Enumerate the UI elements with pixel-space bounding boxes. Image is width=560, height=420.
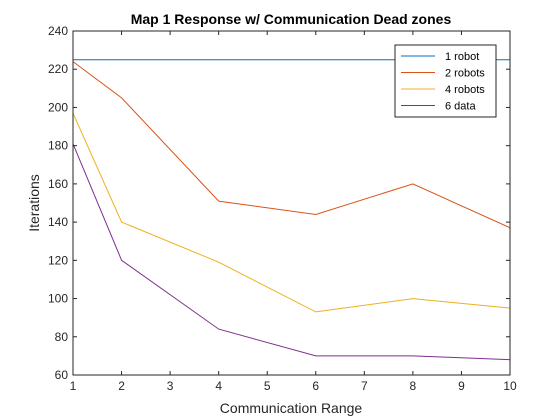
legend-label-2: 2 robots	[445, 68, 485, 80]
y-tick-label: 60	[55, 368, 69, 382]
chart-title: Map 1 Response w/ Communication Dead zon…	[131, 11, 452, 27]
legend: 1 robot 2 robots 4 robots 6 data	[394, 44, 497, 118]
series-line-3	[72, 112, 511, 313]
y-tick-label: 200	[48, 100, 68, 114]
x-tick-label: 2	[118, 379, 125, 393]
y-tick-label: 220	[48, 62, 68, 76]
axes-box	[72, 30, 511, 376]
x-tick-label: 1	[70, 379, 77, 393]
x-tick-label: 7	[361, 379, 368, 393]
x-tick-label: 9	[458, 379, 465, 393]
legend-label-4: 6 data	[445, 101, 476, 113]
y-tick-label: 120	[48, 253, 68, 267]
series-line-2	[72, 61, 511, 229]
y-axis-label: Iterations	[26, 174, 42, 232]
y-tick-label: 80	[55, 330, 69, 344]
y-tick-label: 240	[48, 24, 68, 38]
x-tick-label: 8	[410, 379, 417, 393]
x-tick-label: 3	[167, 379, 174, 393]
y-tick-label: 160	[48, 177, 68, 191]
y-tick-label: 180	[48, 139, 68, 153]
x-tick-label: 10	[503, 379, 517, 393]
x-tick-label: 6	[312, 379, 319, 393]
legend-label-3: 4 robots	[445, 84, 485, 96]
x-axis-label: Communication Range	[220, 400, 363, 416]
x-tick-label: 5	[264, 379, 271, 393]
legend-label-1: 1 robot	[445, 51, 479, 63]
axes-layer: 1 2 3 4 5 6 7 8 9 10 60 80 100 120 140 160 180 200 220 240	[48, 24, 517, 393]
x-tick-label: 4	[215, 379, 222, 393]
y-tick-label: 100	[48, 292, 68, 306]
y-tick-label: 140	[48, 215, 68, 229]
series-line-4	[72, 143, 511, 361]
